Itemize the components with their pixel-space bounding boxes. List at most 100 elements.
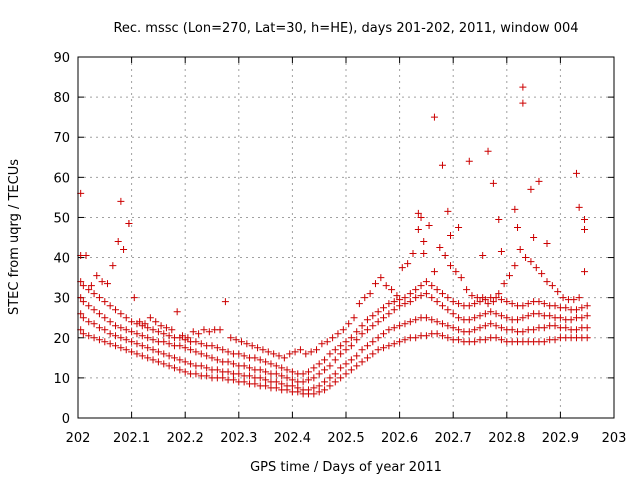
data-point	[527, 185, 535, 193]
data-point	[170, 354, 178, 362]
data-point	[441, 252, 449, 260]
data-point	[369, 322, 377, 330]
data-point	[272, 362, 280, 370]
data-point	[559, 294, 567, 302]
data-point	[128, 328, 136, 336]
data-point	[535, 310, 543, 318]
series-5	[77, 83, 589, 260]
data-point	[85, 286, 93, 294]
data-point	[331, 356, 339, 364]
data-point	[396, 338, 404, 346]
data-point	[138, 342, 146, 350]
data-point	[95, 336, 103, 344]
y-tick-label: 50	[53, 211, 70, 226]
data-point	[465, 328, 473, 336]
data-point	[203, 364, 211, 372]
data-point	[128, 318, 136, 326]
data-point	[176, 342, 184, 350]
data-point	[165, 362, 173, 370]
data-point	[583, 302, 591, 310]
chart-title: Rec. mssc (Lon=270, Lat=30, h=HE), days …	[113, 21, 578, 36]
data-point	[455, 326, 463, 334]
data-point	[374, 334, 382, 342]
data-point	[331, 378, 339, 386]
data-point	[551, 322, 559, 330]
data-point	[283, 374, 291, 382]
data-point	[522, 254, 530, 262]
data-point	[489, 179, 497, 187]
data-point	[350, 314, 358, 322]
data-point	[288, 368, 296, 376]
x-tick-label: 202.4	[274, 431, 311, 446]
data-point	[144, 334, 152, 342]
data-point	[95, 324, 103, 332]
data-point	[288, 382, 296, 390]
data-point	[447, 231, 455, 239]
data-point	[79, 330, 87, 338]
plot-frame	[77, 56, 615, 419]
data-point	[168, 326, 176, 334]
data-point	[422, 332, 430, 340]
data-point	[224, 358, 232, 366]
data-point	[149, 336, 157, 344]
data-point	[390, 340, 398, 348]
data-point	[323, 338, 331, 346]
data-point	[347, 366, 355, 374]
data-point	[280, 354, 288, 362]
data-point	[304, 376, 312, 384]
x-tick-label: 202.5	[327, 431, 364, 446]
data-point	[240, 362, 248, 370]
data-point	[162, 324, 170, 332]
data-point	[278, 372, 286, 380]
data-point	[251, 380, 259, 388]
data-point	[538, 270, 546, 278]
data-point	[503, 314, 511, 322]
data-point	[299, 370, 307, 378]
data-point	[240, 378, 248, 386]
data-point	[181, 344, 189, 352]
data-point	[165, 332, 173, 340]
data-point	[406, 290, 414, 298]
data-point	[170, 364, 178, 372]
data-point	[414, 209, 422, 217]
data-point	[417, 282, 425, 290]
series-0	[77, 326, 591, 398]
data-point	[149, 346, 157, 354]
data-point	[294, 384, 302, 392]
data-point	[144, 344, 152, 352]
data-point	[479, 294, 487, 302]
data-point	[465, 316, 473, 324]
data-point	[438, 332, 446, 340]
data-point	[406, 318, 414, 326]
data-point	[262, 358, 270, 366]
data-point	[122, 314, 130, 322]
data-point	[321, 366, 329, 374]
data-point	[581, 225, 589, 233]
data-point	[455, 336, 463, 344]
data-point	[205, 328, 213, 336]
data-point	[117, 197, 125, 205]
data-point	[117, 344, 125, 352]
data-point	[112, 306, 120, 314]
data-point	[575, 294, 583, 302]
data-point	[117, 310, 125, 318]
x-tick-label: 202	[66, 431, 91, 446]
data-point	[567, 316, 575, 324]
data-point	[85, 302, 93, 310]
data-point	[514, 316, 522, 324]
data-point	[487, 320, 495, 328]
data-point	[254, 344, 262, 352]
data-point	[154, 348, 162, 356]
series-3	[77, 278, 591, 378]
data-point	[495, 215, 503, 223]
data-point	[315, 360, 323, 368]
data-point	[497, 312, 505, 320]
data-point	[302, 350, 310, 358]
x-tick-label: 202.1	[113, 431, 150, 446]
x-axis-label: GPS time / Days of year 2011	[250, 460, 442, 475]
data-point	[554, 288, 562, 296]
data-point	[187, 346, 195, 354]
data-point	[433, 298, 441, 306]
data-point	[299, 378, 307, 386]
data-point	[262, 376, 270, 384]
